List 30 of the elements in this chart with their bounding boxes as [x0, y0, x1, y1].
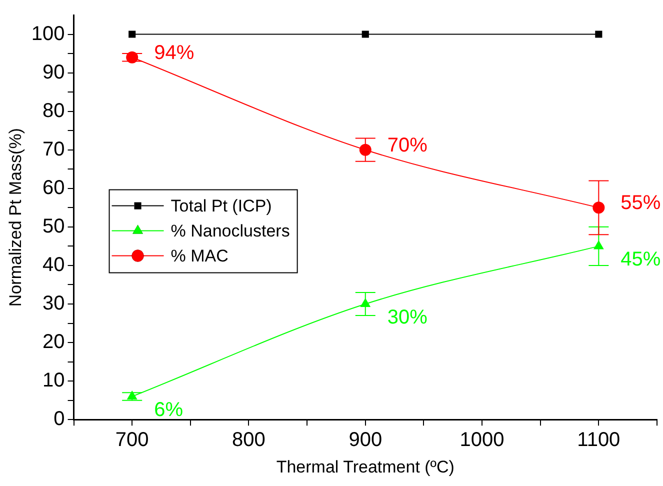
- legend-label: Total Pt (ICP): [170, 196, 272, 216]
- y-tick-label: 20: [42, 331, 65, 354]
- y-tick-label: 80: [42, 100, 65, 122]
- point: [128, 30, 136, 38]
- legend-label: % MAC: [170, 246, 228, 266]
- y-tick-label: 30: [42, 292, 65, 315]
- y-tick-label: 60: [42, 176, 65, 199]
- data-label: 6%: [154, 398, 184, 421]
- x-tick-label: 900: [348, 429, 382, 452]
- x-axis-title: Thermal Treatment (ºC): [276, 457, 454, 476]
- x-tick-label: 700: [115, 429, 149, 452]
- y-axis-title: Normalized Pt Mass(%): [6, 128, 25, 307]
- y-tick-label: 10: [42, 370, 65, 392]
- x-tick-label: 1100: [577, 429, 620, 452]
- data-label: 94%: [154, 42, 194, 64]
- x-tick-label: 800: [232, 429, 266, 452]
- y-tick-label: 40: [42, 254, 65, 276]
- data-label: 30%: [387, 306, 428, 329]
- y-tick-label: 90: [42, 61, 65, 84]
- legend-label: % Nanoclusters: [170, 221, 290, 240]
- data-label: 45%: [620, 248, 661, 271]
- y-tick-label: 100: [31, 22, 65, 45]
- y-tick-label: 70: [42, 138, 65, 160]
- y-tick-label: 0: [54, 408, 65, 430]
- point: [362, 30, 369, 38]
- y-tick-label: 50: [42, 215, 65, 238]
- point: [595, 30, 602, 38]
- data-label: 70%: [387, 134, 428, 156]
- x-tick-label: 1000: [460, 429, 504, 452]
- data-label: 55%: [620, 192, 661, 214]
